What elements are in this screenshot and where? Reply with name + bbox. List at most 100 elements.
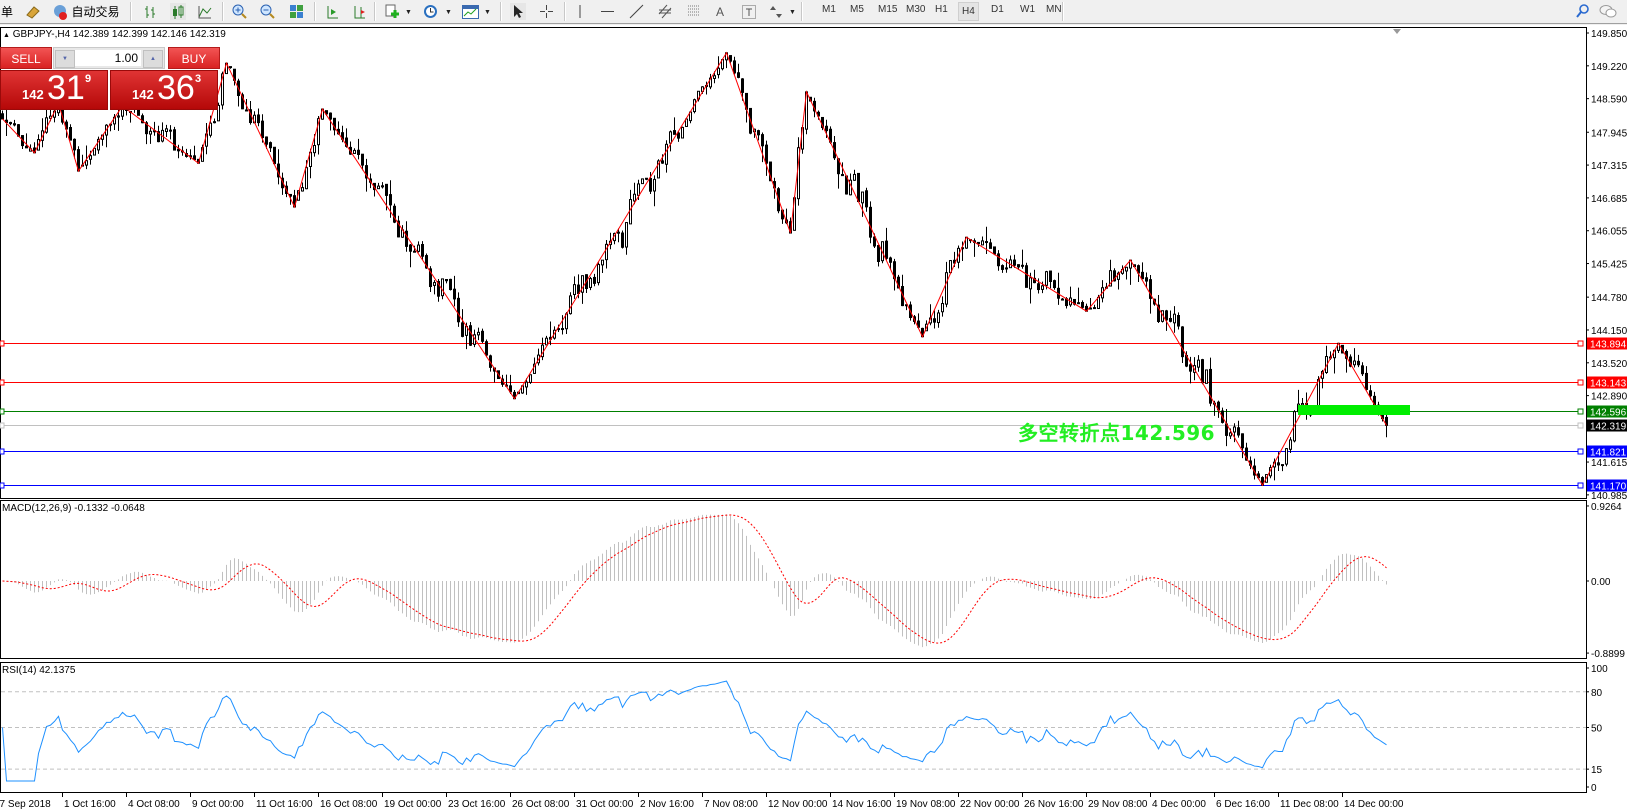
templates-icon[interactable] (461, 3, 479, 20)
candle-bear (345, 137, 348, 147)
one-click-trading-panel: SELL ▼ 1.00 ▲ BUY 142 31 9 142 36 3 (0, 47, 220, 111)
candle-bull (1353, 360, 1356, 366)
time-axis-label: 9 Oct 00:00 (192, 799, 244, 810)
chevron-down-icon[interactable]: ▼ (789, 9, 796, 16)
candle-bull (1173, 313, 1176, 324)
time-axis-label: 11 Dec 08:00 (1280, 799, 1339, 810)
time-axis-label: 19 Nov 08:00 (896, 799, 956, 810)
chart-shift-marker-icon (1393, 29, 1401, 34)
chevron-down-icon[interactable]: ▼ (484, 9, 491, 16)
candle-bull (221, 73, 224, 106)
candle-bear (1369, 390, 1372, 397)
lot-increase-icon[interactable]: ▲ (143, 50, 163, 68)
candle-bull (937, 312, 940, 324)
timeframe-m30[interactable]: M30 (906, 4, 926, 15)
candle-bull (1197, 359, 1200, 368)
menu-fragment[interactable]: 单 (0, 5, 13, 19)
candle-bear (645, 177, 648, 180)
level-143-143-tag-label: 143.143 (1590, 379, 1627, 390)
candle-bear (357, 149, 360, 155)
vertical-line-icon[interactable] (573, 3, 587, 20)
cursor-icon[interactable] (510, 3, 526, 20)
zoom-out-icon[interactable] (259, 3, 275, 20)
chart-shift-icon[interactable] (351, 3, 367, 20)
lot-decrease-icon[interactable]: ▼ (55, 50, 75, 68)
candle-bear (265, 136, 268, 145)
timeframe-h4[interactable]: H4 (958, 2, 979, 21)
lot-input[interactable]: 1.00 (75, 50, 141, 66)
candle-bear (177, 148, 180, 152)
trendline-icon[interactable] (628, 3, 644, 20)
toolbar: 单 自动交易 ▼ ▼ ▼ A ▼ M1 M5 M15 M30 H1 H4 D1 W1 MN (0, 0, 1627, 24)
periods-icon[interactable] (422, 3, 438, 20)
chat-icon[interactable] (1598, 3, 1618, 20)
time-axis-label: 14 Dec 00:00 (1344, 799, 1404, 810)
candle-bear (1357, 360, 1360, 366)
candle-bear (389, 194, 392, 206)
candle-bear (273, 146, 276, 165)
time-axis-label: 23 Oct 16:00 (448, 799, 506, 810)
candle-bull (1093, 307, 1096, 310)
autotrade-button[interactable]: 自动交易 (51, 3, 121, 20)
equidistant-channel-icon[interactable] (657, 3, 673, 20)
collapse-triangle-icon[interactable]: ▲ (3, 32, 10, 39)
candle-bull (149, 130, 152, 135)
chevron-down-icon[interactable]: ▼ (405, 9, 412, 16)
timeframe-m5[interactable]: M5 (850, 4, 864, 15)
candle-bear (333, 117, 336, 131)
market-watch-icon[interactable] (24, 3, 42, 20)
timeframe-d1[interactable]: D1 (991, 4, 1004, 15)
lot-stepper[interactable]: ▼ 1.00 ▲ (53, 47, 165, 69)
chart-window[interactable] (0, 25, 1627, 812)
buy-price[interactable]: 142 36 3 (110, 69, 218, 110)
rsi-label: RSI(14) 42.1375 (2, 665, 76, 676)
candle-bear (729, 55, 732, 62)
line-chart-icon[interactable] (197, 3, 213, 20)
horizontal-line-icon[interactable] (599, 3, 615, 20)
candle-bear (1005, 267, 1008, 270)
candle-bear (261, 120, 264, 139)
buy-price-prefix: 142 (132, 87, 154, 102)
time-axis-label: 6 Dec 16:00 (1216, 799, 1270, 810)
timeframe-w1[interactable]: W1 (1020, 4, 1035, 15)
candle-bull (665, 143, 668, 165)
auto-scroll-icon[interactable] (324, 3, 340, 20)
indicators-icon[interactable] (384, 3, 400, 20)
zoom-in-icon[interactable] (231, 3, 247, 20)
candle-bear (329, 112, 332, 120)
candle-bear (841, 173, 844, 177)
crosshair-icon[interactable] (538, 3, 554, 20)
text-label-icon[interactable] (741, 3, 757, 20)
candle-bull (717, 67, 720, 76)
candle-bear (229, 66, 232, 69)
candle-bull (301, 187, 304, 192)
text-icon[interactable]: A (715, 4, 724, 19)
chevron-down-icon[interactable]: ▼ (445, 9, 452, 16)
candle-bear (289, 193, 292, 197)
timeframe-m15[interactable]: M15 (878, 4, 898, 15)
level-141-821-tag (1587, 445, 1627, 458)
buy-price-fraction: 3 (195, 73, 202, 85)
sell-button[interactable]: SELL (0, 47, 52, 69)
buy-button[interactable]: BUY (168, 47, 220, 69)
candle-bear (1033, 277, 1036, 284)
candle-bull (941, 303, 944, 313)
timeframe-m1[interactable]: M1 (822, 4, 836, 15)
arrows-icon[interactable] (768, 3, 784, 20)
bar-chart-icon[interactable] (142, 3, 158, 20)
candlestick-icon[interactable] (170, 3, 186, 20)
time-axis-label: 7 Nov 08:00 (704, 799, 758, 810)
sell-price[interactable]: 142 31 9 (0, 69, 108, 110)
search-icon[interactable] (1574, 3, 1590, 20)
candle-bull (625, 222, 628, 248)
candle-bull (305, 167, 308, 190)
candle-bull (1041, 285, 1044, 290)
timeframe-mn[interactable]: MN (1046, 4, 1062, 15)
timeframe-h1[interactable]: H1 (935, 4, 948, 15)
time-axis-label: 1 Oct 16:00 (64, 799, 116, 810)
tile-windows-icon[interactable] (288, 3, 304, 20)
sell-price-pips: 31 (47, 69, 85, 107)
candle-bear (1361, 365, 1364, 375)
candle-bear (449, 278, 452, 291)
